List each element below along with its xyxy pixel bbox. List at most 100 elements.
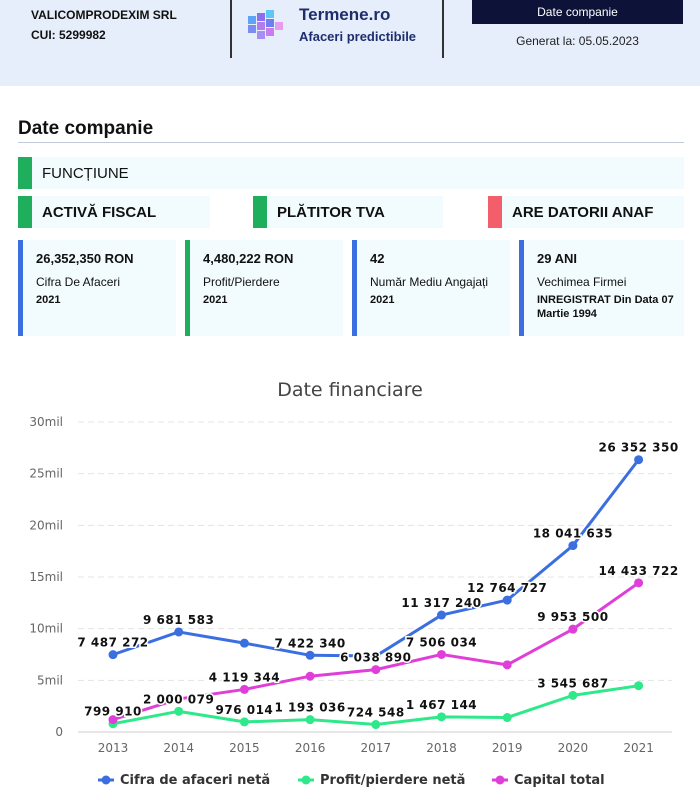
data-label: 26 352 350 — [599, 441, 679, 455]
company-cui: CUI: 5299982 — [31, 28, 106, 42]
y-tick-label: 15mil — [29, 570, 63, 584]
data-label: 18 041 635 — [533, 527, 613, 541]
stat-registration-date: INREGISTRAT Din Data 07 Martie 1994 — [537, 294, 674, 320]
data-point — [568, 624, 578, 634]
data-point — [634, 578, 644, 588]
data-label: 11 317 240 — [401, 596, 481, 610]
section-title: Date companie — [18, 118, 154, 139]
header-divider — [230, 0, 232, 58]
x-tick-label: 2018 — [426, 741, 457, 755]
status-label: ACTIVĂ FISCAL — [42, 204, 157, 221]
stat-label: Cifra De Afaceri — [36, 275, 121, 289]
status-label: PLĂTITOR TVA — [277, 204, 385, 221]
stat-value: 42 — [370, 251, 385, 266]
data-point — [108, 650, 118, 660]
data-point — [371, 651, 381, 661]
brand-tagline: Afaceri predictibile — [299, 29, 417, 44]
data-point — [437, 649, 446, 659]
data-point — [568, 541, 578, 551]
stat-card-vechime: 29 ANI Vechimea Firmei INREGISTRAT Din D… — [519, 240, 684, 336]
data-label: 14 433 722 — [599, 564, 679, 578]
stat-label: Profit/Pierdere — [203, 275, 280, 289]
data-point — [108, 715, 118, 725]
x-tick-label: 2013 — [98, 741, 129, 755]
x-tick-label: 2017 — [361, 741, 392, 755]
legend-label: Profit/pierdere netă — [320, 773, 465, 788]
data-point — [305, 715, 315, 725]
brand-name: Termene.ro — [299, 5, 391, 24]
status-label: FUNCȚIUNE — [42, 165, 129, 182]
data-label: 2 000 079 — [143, 692, 214, 706]
data-point — [371, 665, 381, 675]
stat-year: 2021 — [36, 294, 61, 306]
stat-card-angajati: 42 Număr Mediu Angajați 2021 — [352, 240, 510, 336]
company-name: VALICOMPRODEXIM SRL — [31, 8, 177, 22]
document-type-badge: Date companie — [472, 0, 683, 24]
legend-label: Capital total — [514, 773, 605, 788]
stat-accent-bar — [18, 240, 23, 336]
chart-title: Date financiare — [277, 379, 423, 401]
x-tick-label: 2019 — [492, 741, 523, 755]
data-label: 9 953 500 — [537, 610, 608, 624]
report-header: VALICOMPRODEXIM SRL CUI: 5299982 Termene… — [0, 0, 700, 86]
data-point — [437, 712, 446, 722]
header-divider — [442, 0, 444, 58]
data-point — [174, 627, 184, 637]
y-tick-label: 10mil — [29, 622, 63, 636]
status-platitor-tva: PLĂTITOR TVA — [253, 196, 443, 228]
data-point — [239, 684, 249, 694]
data-label: 724 548 — [347, 706, 405, 720]
data-point — [502, 595, 512, 605]
termene-cube-logo-icon — [248, 10, 283, 39]
data-point — [634, 681, 644, 691]
stat-year: 2021 — [203, 294, 228, 306]
data-label: 6 038 890 — [340, 651, 411, 665]
stat-value: 29 ANI — [537, 251, 577, 266]
data-point — [305, 650, 315, 660]
status-indicator — [488, 196, 502, 228]
x-tick-label: 2014 — [163, 741, 194, 755]
section-divider — [18, 142, 684, 143]
status-functiune: FUNCȚIUNE — [18, 157, 684, 189]
data-point — [174, 694, 184, 704]
data-point — [174, 706, 184, 716]
x-tick-label: 2016 — [295, 741, 326, 755]
stat-card-cifra-afaceri: 26,352,350 RON Cifra De Afaceri 2021 — [18, 240, 176, 336]
legend-swatch-dot — [495, 775, 505, 785]
data-label: 12 764 727 — [467, 581, 547, 595]
status-indicator — [18, 157, 32, 189]
data-point — [305, 671, 315, 681]
stat-year: 2021 — [370, 294, 395, 306]
status-label: ARE DATORII ANAF — [512, 204, 654, 221]
data-point — [634, 455, 644, 465]
stat-accent-bar — [352, 240, 357, 336]
data-label: 9 681 583 — [143, 613, 214, 627]
data-label: 1 193 036 — [274, 701, 345, 715]
data-label: 7 487 272 — [77, 636, 148, 650]
stat-label: Număr Mediu Angajați — [370, 275, 489, 289]
data-point — [239, 717, 249, 727]
status-indicator — [18, 196, 32, 228]
legend-swatch-dot — [301, 775, 311, 785]
stat-label: Vechimea Firmei — [537, 275, 627, 289]
data-point — [371, 720, 381, 730]
x-tick-label: 2021 — [623, 741, 654, 755]
legend-label: Cifra de afaceri netă — [120, 773, 270, 788]
stat-value: 4,480,222 RON — [203, 251, 294, 266]
stat-value: 26,352,350 RON — [36, 251, 134, 266]
x-tick-label: 2020 — [558, 741, 589, 755]
x-tick-label: 2015 — [229, 741, 260, 755]
data-label: 799 910 — [84, 705, 142, 719]
y-tick-label: 20mil — [29, 518, 63, 532]
data-label: 4 119 344 — [209, 670, 280, 684]
legend-swatch-dot — [101, 775, 111, 785]
data-label: 1 467 144 — [406, 698, 477, 712]
data-label: 3 545 687 — [537, 676, 608, 690]
financial-chart: Date financiare 0 5mil 10mil 15mil 20mil 25mil… — [29, 379, 679, 788]
stat-accent-bar — [185, 240, 190, 336]
data-point — [437, 610, 446, 620]
status-datorii-anaf: ARE DATORII ANAF — [488, 196, 684, 228]
data-point — [568, 690, 578, 700]
y-tick-label: 30mil — [29, 415, 63, 429]
data-label: 7 422 340 — [274, 636, 345, 650]
